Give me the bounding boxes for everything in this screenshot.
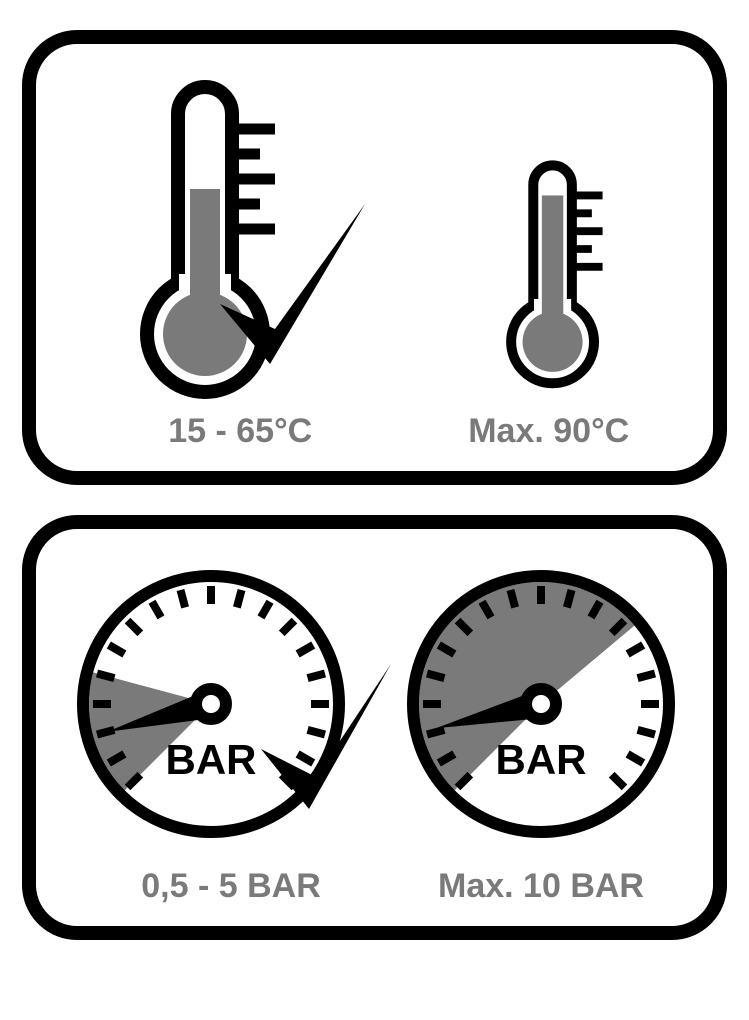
svg-text:BAR: BAR xyxy=(166,736,257,783)
thermometer-checked-icon xyxy=(100,74,380,404)
svg-text:BAR: BAR xyxy=(496,736,587,783)
thermometer-icon xyxy=(449,144,649,404)
temperature-recommended: 15 - 65°C xyxy=(100,74,380,451)
pressure-recommended: BAR 0,5 - 5 BAR xyxy=(66,559,396,906)
temperature-panel: 15 - 65°C Max. 90°C xyxy=(22,30,727,485)
pressure-recommended-label: 0,5 - 5 BAR xyxy=(141,867,321,906)
temperature-max: Max. 90°C xyxy=(449,144,649,451)
pressure-max: BAR Max. 10 BAR xyxy=(396,559,686,906)
pressure-max-label: Max. 10 BAR xyxy=(438,867,644,906)
gauge-icon: BAR xyxy=(396,559,686,859)
pressure-panel: BAR 0,5 - 5 BAR BAR Max. 10 BAR xyxy=(22,515,727,940)
temp-max-label: Max. 90°C xyxy=(468,412,629,451)
gauge-checked-icon: BAR xyxy=(66,559,396,859)
temp-recommended-label: 15 - 65°C xyxy=(168,412,312,451)
